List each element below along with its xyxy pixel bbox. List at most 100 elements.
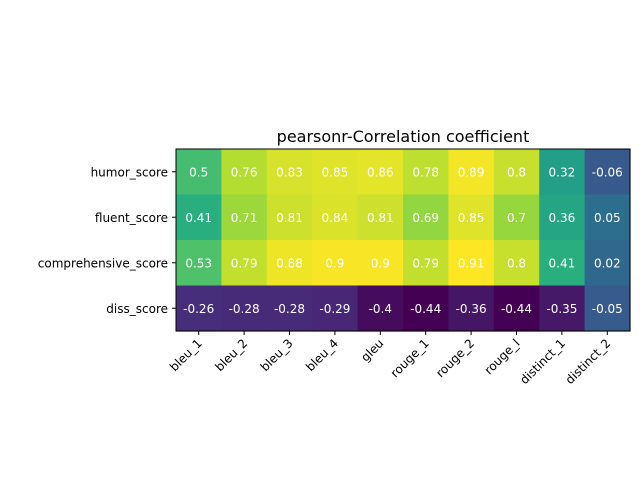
heatmap-cell (584, 285, 631, 332)
heatmap-cell (493, 285, 540, 332)
cell-value-label: 0.8 (507, 256, 526, 270)
cell-value-label: 0.79 (231, 256, 258, 270)
heatmap-cell (312, 149, 359, 196)
plot-frame (175, 148, 631, 332)
heatmap-cell (357, 285, 404, 332)
cell-value-label: 0.81 (276, 211, 303, 225)
heatmap-cell (357, 240, 404, 287)
cell-value-label: -0.35 (546, 302, 577, 316)
cell-value-label: 0.32 (549, 165, 576, 179)
heatmap-cell (584, 240, 631, 287)
x-tick-label: rouge_l (482, 336, 523, 377)
heatmap-cell (266, 285, 313, 332)
cell-value-label: -0.36 (456, 302, 487, 316)
heatmap-cell (312, 285, 359, 332)
heatmap-cell (448, 240, 495, 287)
heatmap-cell (403, 240, 449, 287)
x-tick-label: distinct_1 (517, 336, 568, 387)
x-axis-ticks: bleu_1 bleu_2 bleu_3 bleu_4 gleu rouge_1 rouge… (167, 331, 613, 387)
heatmap-cell (266, 240, 313, 287)
cell-value-label: 0.86 (367, 165, 394, 179)
cell-value-label: -0.28 (274, 302, 305, 316)
heatmap-cell (357, 149, 404, 196)
heatmap-cell (493, 240, 540, 287)
cell-value-label: 0.81 (367, 211, 394, 225)
cell-value-label: 0.85 (322, 165, 349, 179)
cell-value-label: 0.36 (549, 211, 576, 225)
x-tick-label: bleu_4 (303, 336, 341, 374)
heatmap-cell (266, 149, 313, 196)
heatmap-cell (448, 149, 495, 196)
cell-value-label: -0.06 (592, 165, 623, 179)
cell-value-label: 0.7 (507, 211, 526, 225)
heatmap-cell (539, 194, 586, 241)
y-tick-label: comprehensive_score (38, 256, 168, 270)
cell-value-label: -0.26 (183, 302, 214, 316)
heatmap-cell (221, 240, 268, 287)
cell-value-label: 0.76 (231, 165, 258, 179)
cell-value-label: -0.29 (319, 302, 350, 316)
heatmap-cell (403, 149, 449, 196)
cell-value-label: 0.91 (458, 256, 485, 270)
heatmap-cell (176, 194, 222, 241)
cell-value-label: 0.41 (549, 256, 576, 270)
heatmap-cell (176, 149, 222, 196)
heatmap-cell (448, 285, 495, 332)
heatmap-cell (403, 285, 449, 332)
cell-value-label: 0.53 (185, 256, 212, 270)
cell-value-label: 0.79 (412, 256, 439, 270)
cell-value-label: 0.83 (276, 165, 303, 179)
heatmap-cell (539, 240, 586, 287)
x-tick-label: distinct_2 (563, 336, 614, 387)
heatmap-cell (221, 194, 268, 241)
cell-value-label: 0.88 (276, 256, 303, 270)
cell-value-label: -0.44 (410, 302, 441, 316)
heatmap-cell (448, 194, 495, 241)
heatmap-cell (176, 285, 222, 332)
cell-value-label: 0.8 (507, 165, 526, 179)
cell-value-label: 0.89 (458, 165, 485, 179)
cell-value-label: 0.5 (189, 165, 208, 179)
heatmap-cell (221, 285, 268, 332)
cell-value-label: -0.28 (229, 302, 260, 316)
cell-value-label: 0.9 (371, 256, 390, 270)
y-tick-label: diss_score (106, 302, 168, 316)
heatmap-cell-labels: 0.5 0.76 0.83 0.85 0.86 0.78 0.89 0.8 0.32 -0.06 0… (183, 165, 623, 316)
cell-value-label: 0.78 (412, 165, 439, 179)
heatmap-cell (539, 285, 586, 332)
heatmap-cell (493, 149, 540, 196)
heatmap-cell (539, 149, 586, 196)
x-tick-label: bleu_2 (212, 336, 250, 374)
x-tick-label: gleu (358, 336, 386, 364)
heatmap-cells (176, 149, 631, 332)
cell-value-label: 0.05 (594, 211, 621, 225)
cell-value-label: -0.4 (369, 302, 392, 316)
y-tick-label: humor_score (91, 165, 168, 179)
heatmap-cell (584, 149, 631, 196)
cell-value-label: 0.69 (412, 211, 439, 225)
cell-value-label: -0.05 (592, 302, 623, 316)
heatmap-cell (357, 194, 404, 241)
cell-value-label: 0.41 (185, 211, 212, 225)
heatmap-cell (403, 194, 449, 241)
cell-value-label: 0.85 (458, 211, 485, 225)
x-tick-label: bleu_1 (167, 336, 205, 374)
cell-value-label: 0.71 (231, 211, 258, 225)
x-tick-label: rouge_2 (433, 336, 477, 380)
heatmap-cell (266, 194, 313, 241)
heatmap-cell (312, 240, 359, 287)
heatmap-cell (584, 194, 631, 241)
heatmap-cell (493, 194, 540, 241)
cell-value-label: -0.44 (501, 302, 532, 316)
y-axis-ticks: humor_score fluent_score comprehensive_sco… (38, 165, 176, 316)
x-tick-label: bleu_3 (258, 336, 296, 374)
x-tick-label: rouge_1 (388, 336, 432, 380)
cell-value-label: 0.9 (325, 256, 344, 270)
chart-title: pearsonr-Correlation coefficient (277, 127, 530, 146)
heatmap-cell (312, 194, 359, 241)
cell-value-label: 0.02 (594, 256, 621, 270)
heatmap-cell (176, 240, 222, 287)
heatmap-cell (221, 149, 268, 196)
y-tick-label: fluent_score (95, 211, 168, 225)
